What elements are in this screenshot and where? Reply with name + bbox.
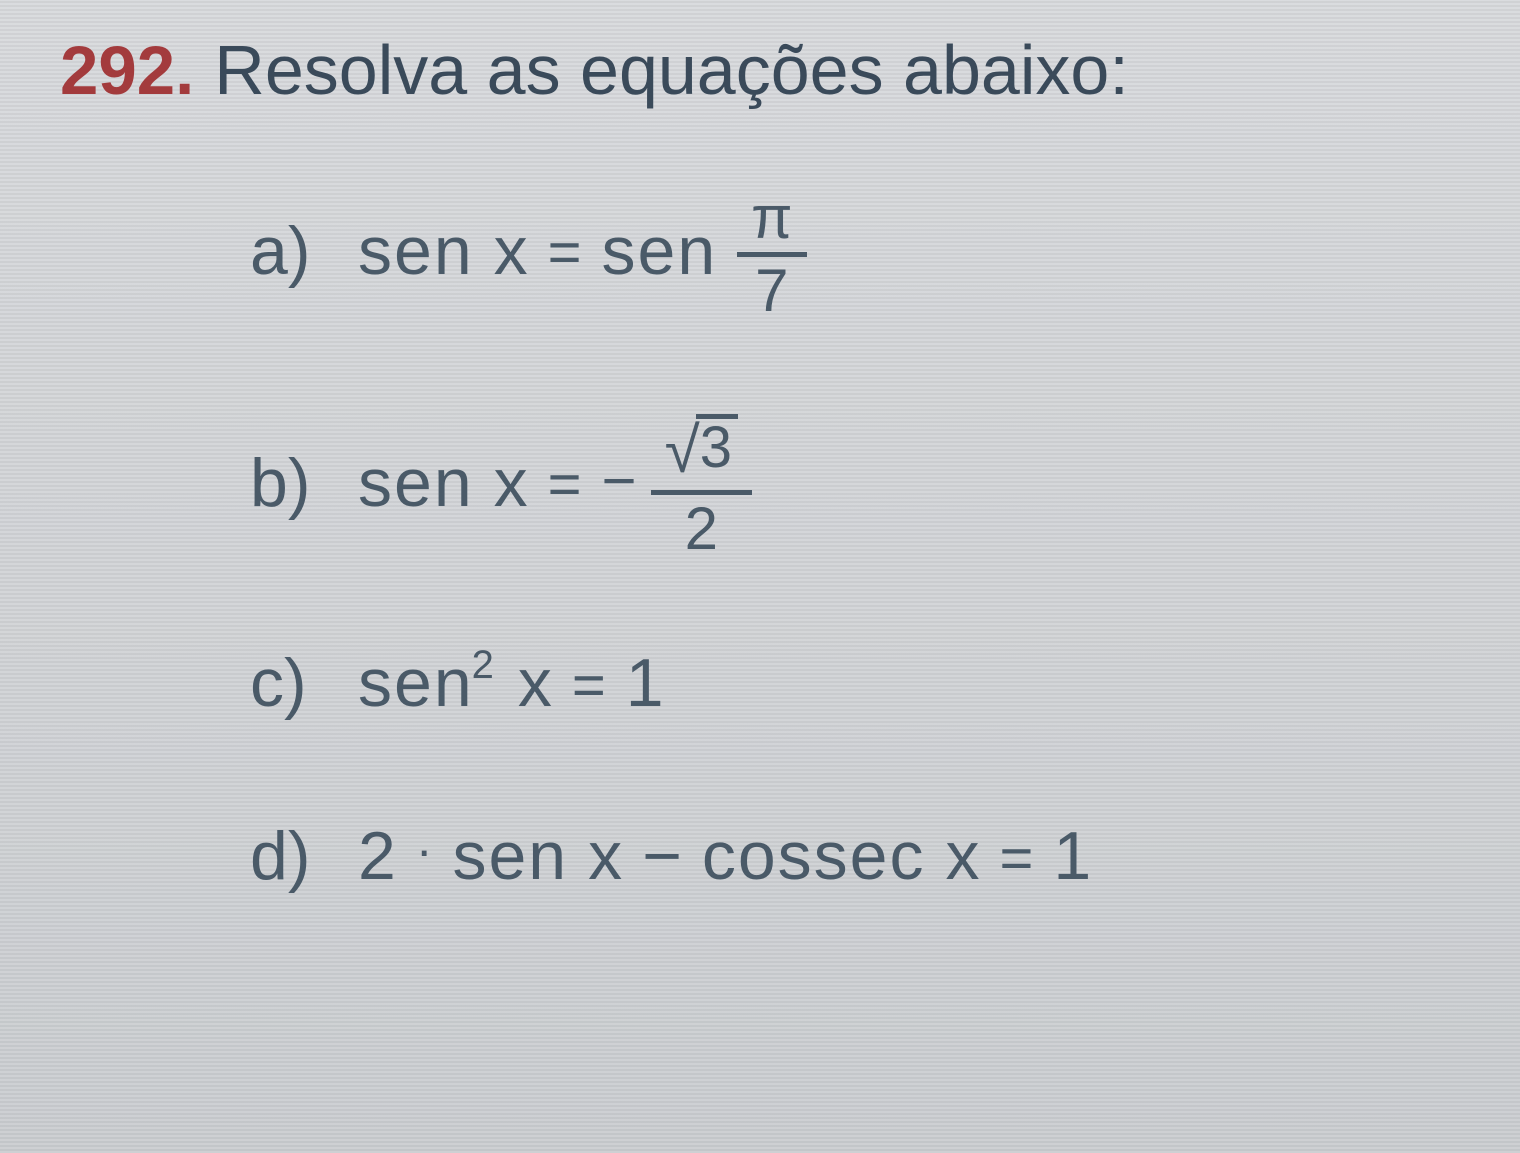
- equation-c: sen2 x = 1: [358, 644, 664, 722]
- equation-b: sen x = − √ 3 2: [358, 406, 752, 559]
- sqrt: √ 3: [665, 414, 738, 477]
- item-d: d) 2 · sen x − cossec x = 1: [250, 817, 1470, 895]
- rhs-value: 1: [626, 644, 664, 722]
- exercise-heading: 292. Resolva as equações abaixo:: [60, 30, 1470, 110]
- func-sen: sen: [452, 817, 568, 895]
- equation-a: sen x = sen π 7: [358, 180, 807, 321]
- numerator: √ 3: [651, 410, 752, 490]
- func-sen: sen: [358, 212, 474, 290]
- var-x: x: [588, 817, 622, 895]
- radical-icon: √: [665, 428, 700, 473]
- func-cossec: cossec: [702, 817, 926, 895]
- item-label: d): [250, 817, 330, 895]
- exponent: 2: [472, 643, 494, 687]
- equals-sign: =: [548, 219, 582, 286]
- fraction-sqrt3-2: √ 3 2: [651, 410, 752, 563]
- numerator: π: [737, 184, 806, 252]
- multiply-dot: ·: [416, 821, 433, 879]
- equation-d: 2 · sen x − cossec x = 1: [358, 817, 1091, 895]
- equals-sign: =: [548, 451, 582, 518]
- item-label: b): [250, 444, 330, 522]
- minus-sign: −: [642, 817, 682, 895]
- minus-sign: −: [602, 446, 637, 515]
- var-x: x: [945, 817, 979, 895]
- item-b: b) sen x = − √ 3 2: [250, 406, 1470, 559]
- exercise-number: 292.: [60, 31, 194, 110]
- item-a: a) sen x = sen π 7: [250, 180, 1470, 321]
- exercise-page: 292. Resolva as equações abaixo: a) sen …: [0, 0, 1520, 925]
- equals-sign: =: [999, 825, 1033, 892]
- item-label: c): [250, 644, 330, 722]
- rhs-value: 1: [1053, 817, 1091, 895]
- fraction-pi-7: π 7: [737, 184, 806, 325]
- denominator: 2: [671, 495, 732, 563]
- denominator: 7: [741, 257, 802, 325]
- func-sen: sen: [358, 444, 474, 522]
- var-x: x: [518, 644, 552, 722]
- coefficient: 2: [358, 817, 396, 895]
- func-sen-squared: sen2: [358, 644, 498, 722]
- var-x: x: [494, 444, 528, 522]
- equals-sign: =: [572, 652, 606, 719]
- item-label: a): [250, 212, 330, 290]
- exercise-title: Resolva as equações abaixo:: [214, 30, 1128, 110]
- radicand: 3: [696, 414, 738, 477]
- var-x: x: [494, 212, 528, 290]
- item-c: c) sen2 x = 1: [250, 644, 1470, 722]
- func-sen: sen: [358, 645, 474, 721]
- exercise-items: a) sen x = sen π 7 b) sen x = −: [60, 180, 1470, 895]
- func-sen: sen: [602, 212, 718, 290]
